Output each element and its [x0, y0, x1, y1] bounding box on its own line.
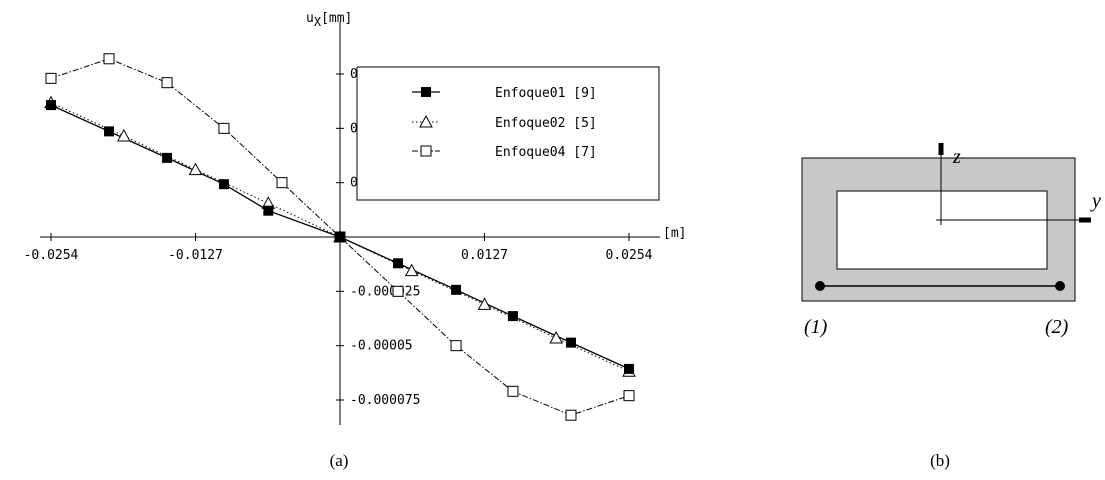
data-point-series-1	[451, 284, 462, 295]
svg-text:Enfoque02 [5]: Enfoque02 [5]	[495, 116, 597, 131]
y-axis-title: uX[mm]	[306, 11, 352, 29]
svg-text:Enfoque01 [9]: Enfoque01 [9]	[495, 86, 597, 101]
data-point-series-2	[404, 263, 419, 277]
x-tick-label: 0.0127	[461, 248, 508, 263]
legend-item-enfoque02: Enfoque02 [5]	[412, 114, 597, 131]
data-point-series-1	[218, 179, 229, 190]
node-1	[815, 281, 825, 291]
data-point-series-2	[116, 128, 131, 142]
x-tick-label: -0.0254	[24, 248, 79, 263]
caption-b: (b)	[930, 451, 950, 470]
node-2-label: (2)	[1045, 316, 1069, 338]
data-point-series-3	[450, 340, 462, 352]
line-chart: -0.0254-0.01270.01270.02540.0000750.0000…	[24, 11, 686, 425]
cross-section-diagram: z y (1) (2)	[801, 143, 1101, 338]
data-point-series-2	[477, 297, 492, 310]
x-tick-label: -0.0127	[168, 248, 223, 263]
data-point-series-3	[45, 72, 57, 84]
data-point-series-3	[565, 409, 577, 421]
data-point-series-3	[161, 77, 173, 89]
y-axis-label: y	[1090, 190, 1101, 212]
data-point-series-1	[335, 232, 345, 242]
y-tick-label: -0.000075	[350, 393, 420, 408]
legend-box	[356, 66, 660, 201]
x-axis-unit: [m]	[663, 226, 686, 241]
data-point-series-3	[218, 122, 230, 134]
z-axis-arrow	[938, 143, 944, 155]
y-axis-arrow	[1079, 217, 1091, 223]
data-point-series-3	[103, 53, 115, 65]
data-point-series-3	[623, 390, 635, 402]
data-point-series-1	[104, 126, 115, 137]
y-tick-label: -0.000025	[350, 284, 420, 299]
caption-a: (a)	[330, 451, 349, 470]
inner-cavity	[836, 190, 1048, 270]
node-2	[1055, 281, 1065, 291]
data-point-series-1	[507, 311, 518, 322]
data-point-series-1	[162, 152, 173, 163]
x-tick-label: 0.0254	[606, 248, 653, 263]
z-axis-label: z	[952, 146, 961, 168]
legend: Enfoque01 [9] Enfoque02 [5] Enfoque04 [7…	[356, 66, 660, 201]
data-point-series-1	[263, 205, 274, 216]
data-point-series-2	[549, 331, 564, 344]
data-point-series-1	[624, 363, 634, 374]
data-point-series-1	[393, 258, 404, 269]
legend-item-enfoque01: Enfoque01 [9]	[412, 86, 597, 101]
data-point-series-1	[565, 337, 576, 348]
node-1-label: (1)	[804, 316, 828, 338]
data-point-series-3	[507, 385, 519, 397]
data-point-series-2	[188, 162, 203, 176]
y-tick-label: -0.00005	[350, 339, 413, 354]
data-point-series-3	[276, 177, 288, 189]
svg-text:Enfoque04 [7]: Enfoque04 [7]	[495, 145, 597, 160]
data-point-series-1	[46, 100, 56, 111]
legend-item-enfoque04: Enfoque04 [7]	[412, 145, 597, 160]
data-point-series-3	[392, 285, 404, 297]
